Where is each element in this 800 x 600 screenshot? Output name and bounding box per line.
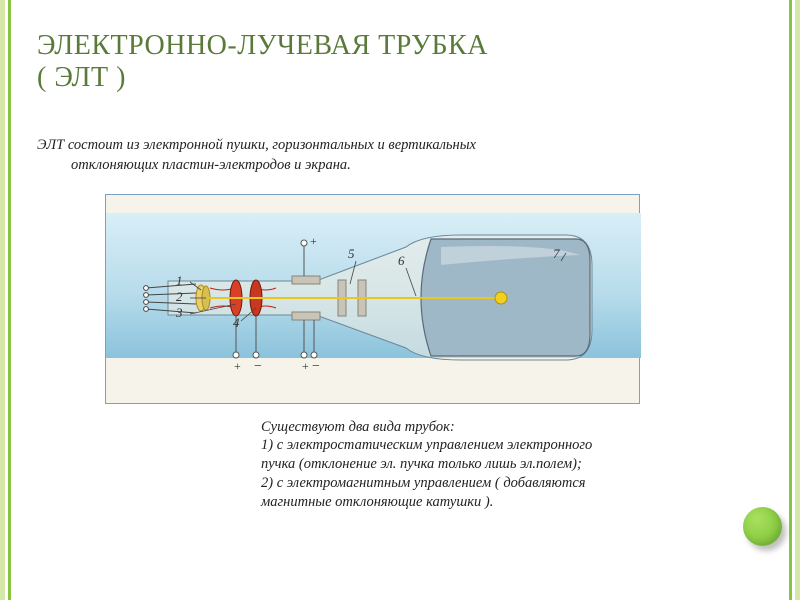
note-line5: магнитные отклоняющие катушки ). (261, 493, 741, 512)
crt-diagram: +−+−+1234567 (105, 194, 640, 404)
slide-content: ЭЛЕКТРОННО-ЛУЧЕВАЯ ТРУБКА ( ЭЛТ ) ЭЛТ со… (37, 30, 763, 512)
note-line3: пучка (отклонение эл. пучка только лишь … (261, 455, 741, 474)
title-line2: ( ЭЛТ ) (37, 62, 126, 93)
svg-text:7: 7 (553, 246, 560, 261)
svg-text:−: − (312, 359, 320, 374)
desc-line1: ЭЛТ состоит из электронной пушки, горизо… (37, 136, 763, 156)
svg-text:6: 6 (398, 253, 405, 268)
note-line4: 2) с электромагнитным управлением ( доба… (261, 474, 741, 493)
next-slide-button[interactable] (743, 507, 782, 546)
svg-text:+: + (310, 234, 317, 248)
note-line2: 1) с электростатическим управлением элек… (261, 436, 741, 455)
desc-line2: отклоняющих пластин-электродов и экрана. (37, 156, 763, 176)
side-stripe-right (786, 0, 800, 600)
svg-text:3: 3 (175, 305, 183, 320)
svg-text:4: 4 (233, 315, 240, 330)
side-stripe-left (0, 0, 14, 600)
svg-text:+: + (234, 359, 241, 373)
note-line1: Существуют два вида трубок: (261, 418, 741, 437)
svg-text:5: 5 (348, 246, 355, 261)
crt-svg: +−+−+1234567 (106, 195, 641, 405)
svg-text:+: + (302, 359, 309, 373)
svg-text:1: 1 (176, 273, 183, 288)
notes-block: Существуют два вида трубок: 1) с электро… (261, 418, 741, 512)
title-line1: ЭЛЕКТРОННО-ЛУЧЕВАЯ ТРУБКА (37, 30, 488, 61)
svg-text:−: − (254, 359, 262, 374)
svg-text:2: 2 (176, 289, 183, 304)
description: ЭЛТ состоит из электронной пушки, горизо… (37, 136, 763, 175)
slide-title: ЭЛЕКТРОННО-ЛУЧЕВАЯ ТРУБКА ( ЭЛТ ) (37, 30, 763, 94)
